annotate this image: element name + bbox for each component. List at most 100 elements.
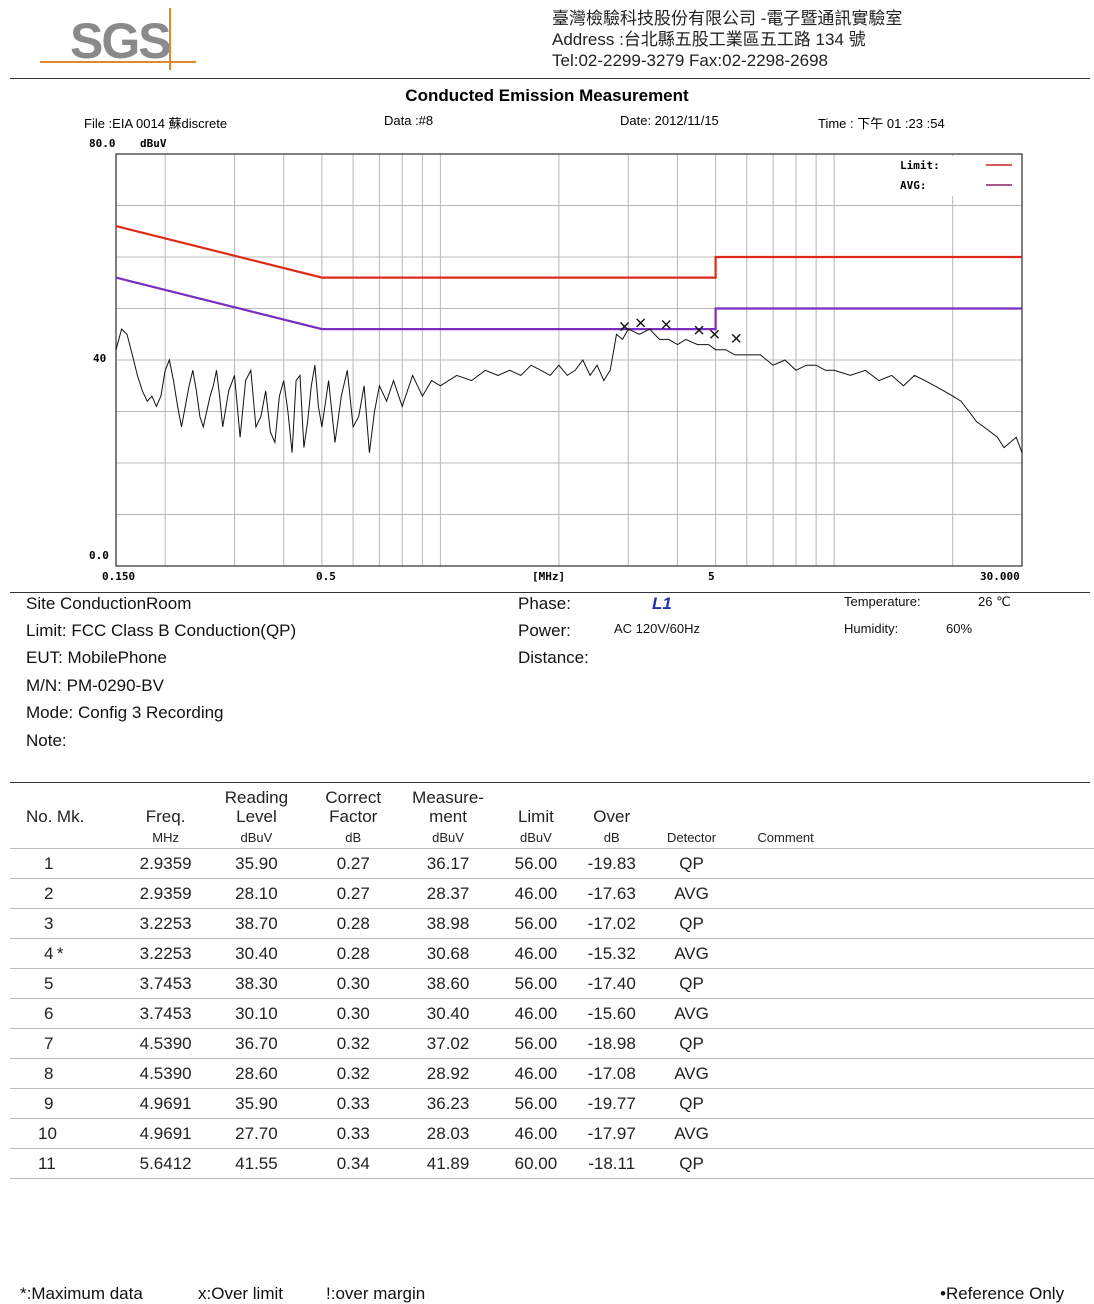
over-limit-mark — [694, 325, 704, 335]
table-header-row: No. Mk. Freq. Reading Level Correct Fact… — [10, 784, 1094, 826]
cell-detector: AVG — [643, 1058, 740, 1089]
cell-measurement: 38.60 — [404, 968, 493, 999]
info-humidity-label: Humidity: — [844, 621, 899, 636]
cell-detector: QP — [643, 848, 740, 879]
cell-correct: 0.30 — [302, 968, 405, 999]
cell-mk — [56, 968, 121, 999]
cell-limit: 56.00 — [492, 1028, 580, 1059]
meta-date: Date: 2012/11/15 — [620, 113, 719, 128]
chart-series — [115, 225, 1023, 453]
cell-mk — [56, 1088, 121, 1119]
cell-limit: 56.00 — [492, 848, 580, 879]
x-tick-label-3: 5 — [708, 570, 715, 583]
cell-limit: 46.00 — [492, 998, 580, 1029]
cell-detector: QP — [643, 908, 740, 939]
cell-correct: 0.30 — [302, 998, 405, 1029]
unit-over: dB — [579, 826, 644, 849]
table-row: 4 * 3.2253 30.40 0.28 30.68 46.00 -15.32 AVG — [10, 938, 1094, 969]
th-mk: Mk. — [56, 807, 85, 826]
cell-detector: AVG — [643, 878, 740, 909]
mark-stroke — [636, 318, 646, 328]
cell-correct: 0.33 — [302, 1118, 405, 1149]
info-limit: Limit: FCC Class B Conduction(QP) — [26, 621, 297, 640]
cell-measurement: 36.23 — [404, 1088, 493, 1119]
info-phase-value: L1 — [652, 594, 672, 613]
cell-mk — [56, 908, 121, 939]
cell-mk: * — [56, 938, 121, 969]
table-row: 6 3.7453 30.10 0.30 30.40 46.00 -15.60 AVG — [10, 998, 1094, 1029]
cell-measurement: 36.17 — [404, 848, 493, 879]
cell-over: -15.32 — [579, 938, 644, 969]
cell-freq: 2.9359 — [120, 878, 211, 909]
info-phase-label: Phase: — [518, 594, 571, 613]
cell-over: -17.02 — [579, 908, 644, 939]
cell-comment — [739, 938, 1094, 969]
cell-comment — [739, 1088, 1094, 1119]
info-site: Site ConductionRoom — [26, 594, 192, 613]
cell-mk — [56, 998, 121, 1029]
cell-reading: 35.90 — [210, 1088, 303, 1119]
cell-freq: 4.9691 — [120, 1088, 211, 1119]
company-name: 臺灣檢驗科技股份有限公司 -電子暨通訊實驗室 — [552, 9, 903, 28]
cell-correct: 0.28 — [302, 908, 405, 939]
info-mode: Mode: Config 3 Recording — [26, 703, 224, 722]
mark-stroke — [694, 325, 704, 335]
cell-measurement: 41.89 — [404, 1148, 493, 1179]
footer-legend-x: x:Over limit — [198, 1284, 283, 1303]
cell-freq: 4.9691 — [120, 1118, 211, 1149]
th-limit: Limit — [517, 807, 554, 826]
chart-grid — [116, 154, 1022, 566]
x-tick-label-4: 30.000 — [980, 570, 1020, 583]
unit-measurement: dBuV — [404, 826, 493, 849]
limit-qp-line — [115, 225, 1022, 279]
cell-measurement: 28.37 — [404, 878, 493, 909]
cell-mk — [56, 1028, 121, 1059]
header-divider — [10, 78, 1090, 79]
measurement-trace — [115, 328, 1023, 453]
table-row: 9 4.9691 35.90 0.33 36.23 56.00 -19.77 QP — [10, 1088, 1094, 1119]
cell-over: -15.60 — [579, 998, 644, 1029]
th-reading: Reading Level — [224, 788, 289, 826]
cell-limit: 56.00 — [492, 1088, 580, 1119]
cell-no: 6 — [10, 998, 57, 1029]
cell-detector: AVG — [643, 938, 740, 969]
cell-detector: AVG — [643, 998, 740, 1029]
cell-correct: 0.27 — [302, 848, 405, 879]
cell-detector: QP — [643, 1088, 740, 1119]
cell-no: 10 — [10, 1118, 57, 1149]
x-tick-label-0: 0.150 — [102, 570, 135, 583]
th-measurement: Measure- ment — [412, 788, 484, 826]
x-axis-unit-label: [MHz] — [532, 570, 565, 583]
info-humidity-value: 60% — [946, 621, 973, 636]
cell-freq: 3.2253 — [120, 938, 211, 969]
logo-text: SGS — [70, 13, 170, 69]
info-power-label: Power: — [518, 621, 571, 640]
cell-comment — [739, 1148, 1094, 1179]
cell-over: -17.63 — [579, 878, 644, 909]
footer-legend-star: *:Maximum data — [20, 1284, 143, 1303]
unit-detector: Detector — [643, 826, 740, 849]
cell-correct: 0.32 — [302, 1028, 405, 1059]
cell-no: 1 — [10, 848, 57, 879]
cell-reading: 38.70 — [210, 908, 303, 939]
cell-correct: 0.27 — [302, 878, 405, 909]
cell-over: -19.77 — [579, 1088, 644, 1119]
cell-reading: 41.55 — [210, 1148, 303, 1179]
legend-limit-label: Limit: — [900, 159, 940, 172]
cell-limit: 46.00 — [492, 878, 580, 909]
cell-correct: 0.28 — [302, 938, 405, 969]
cell-limit: 60.00 — [492, 1148, 580, 1179]
meta-time: Time : 下午 01 :23 :54 — [818, 116, 945, 131]
info-note: Note: — [26, 731, 67, 750]
cell-limit: 46.00 — [492, 1118, 580, 1149]
cell-mk — [56, 878, 121, 909]
cell-comment — [739, 1028, 1094, 1059]
cell-limit: 56.00 — [492, 908, 580, 939]
cell-mk — [56, 1058, 121, 1089]
company-block: 臺灣檢驗科技股份有限公司 -電子暨通訊實驗室 Address :台北縣五股工業區… — [552, 8, 902, 71]
cell-reading: 27.70 — [210, 1118, 303, 1149]
cell-over: -18.11 — [579, 1148, 644, 1179]
cell-over: -17.40 — [579, 968, 644, 999]
cell-measurement: 28.92 — [404, 1058, 493, 1089]
table-row: 3 3.2253 38.70 0.28 38.98 56.00 -17.02 QP — [10, 908, 1094, 939]
